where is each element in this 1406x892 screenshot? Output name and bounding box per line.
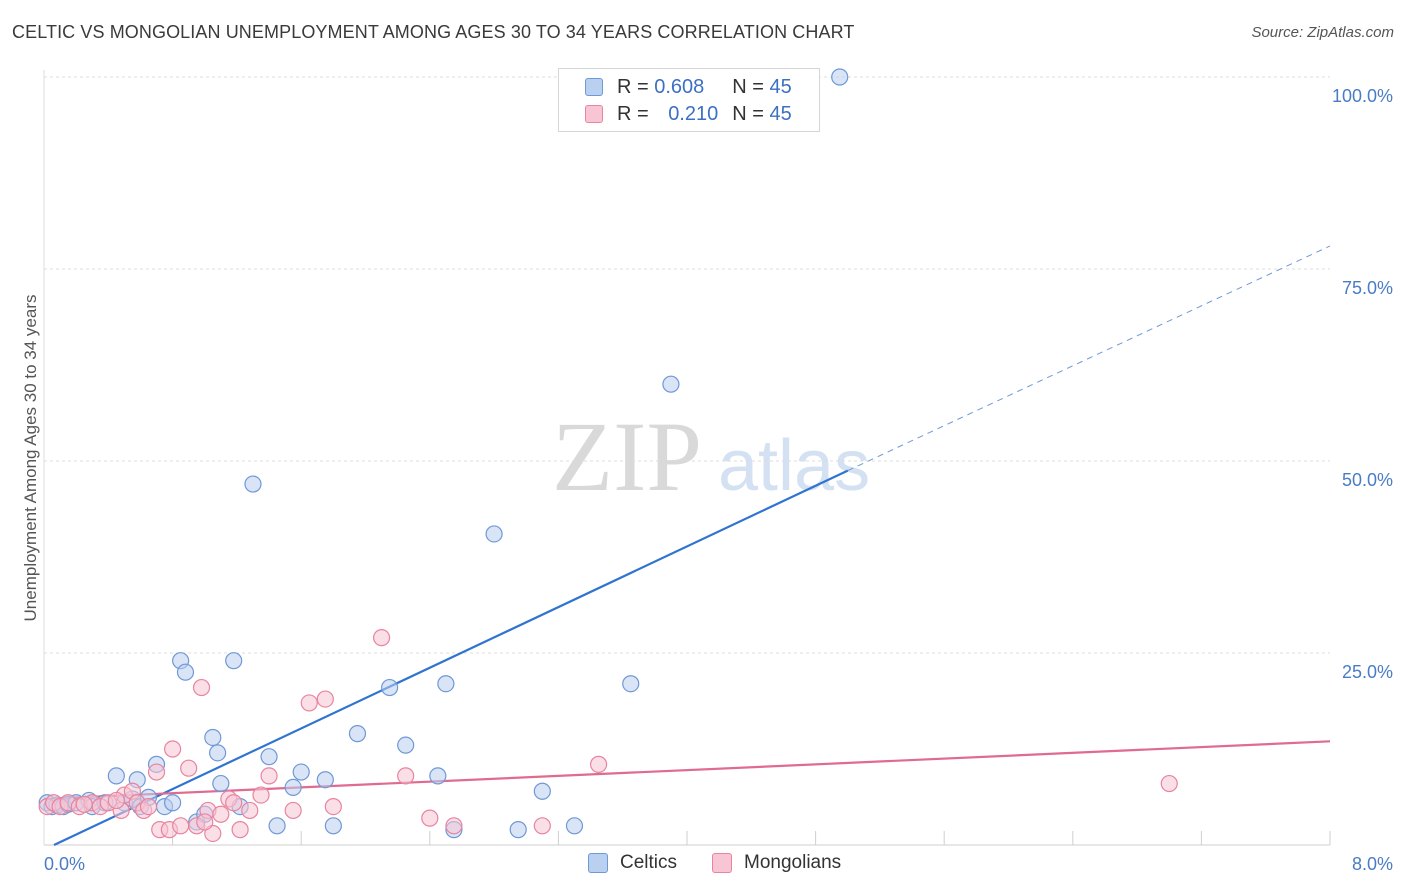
mongolians-point (241, 801, 259, 820)
mongolians-point (107, 791, 125, 810)
celtics-point (429, 767, 447, 785)
x-tick-label-min: 0.0% (44, 854, 85, 874)
mongolians-point (252, 786, 270, 804)
celtics-point (225, 652, 243, 670)
celtics-point (437, 675, 455, 693)
bottom-legend-swatch-mongolians (712, 853, 732, 873)
mongolians-point (147, 763, 166, 781)
mongolians-point (180, 759, 198, 777)
celtics-point (260, 748, 278, 766)
legend: R = 0.608 N = 45 R = 0.210 N = 45 (558, 68, 820, 132)
mongolians-point (300, 694, 318, 712)
legend-row-celtics: R = 0.608 N = 45 (585, 75, 792, 99)
legend-n-label: N = (732, 75, 764, 98)
mongolians-point (212, 805, 230, 823)
celtics-trend-line (53, 469, 849, 846)
celtics-point (324, 817, 342, 835)
y-tick-labels: 25.0% 50.0% 75.0% 100.0% (1332, 86, 1393, 682)
legend-n-label: N = (732, 102, 764, 125)
mongolians-point (75, 795, 93, 813)
legend-r-label: R = (617, 102, 649, 125)
chart-title: CELTIC VS MONGOLIAN UNEMPLOYMENT AMONG A… (12, 22, 855, 42)
mongolians-point (316, 690, 334, 708)
celtics-point (348, 725, 367, 743)
mongolians-point (372, 629, 391, 647)
celtics-point (176, 663, 195, 681)
celtics-point (509, 821, 527, 839)
mongolians-point (421, 809, 439, 827)
bottom-legend-mongolians: Mongolians (712, 852, 841, 874)
mongolians-point (397, 767, 415, 785)
legend-n-value: 45 (769, 75, 792, 98)
y-tick-label: 100.0% (1332, 86, 1393, 106)
celtics-point (164, 794, 182, 812)
mongolians-point (284, 801, 302, 820)
mongolians-point (1160, 774, 1178, 793)
series-mongolians (38, 629, 1178, 843)
celtics-point (485, 525, 503, 543)
mongolians-point (225, 794, 243, 812)
mongolians-point (192, 678, 211, 697)
legend-swatch-celtics (585, 78, 603, 96)
celtics-trend-line-extrapolated (847, 245, 1331, 472)
celtics-point (209, 744, 227, 762)
mongolians-point (589, 755, 608, 773)
mongolians-point (196, 813, 214, 831)
watermark-atlas: atlas (718, 426, 870, 506)
celtics-point (244, 475, 262, 493)
celtics-point (107, 767, 125, 785)
legend-n-value: 45 (769, 102, 792, 125)
x-axis-ticks (172, 831, 1331, 845)
legend-r-value: 0.608 (654, 75, 705, 98)
celtics-point (268, 817, 286, 835)
scatter-points (38, 68, 1178, 843)
bottom-legend-label-mongolians: Mongolians (744, 852, 842, 873)
celtics-point (212, 774, 230, 793)
legend-r-value: 0.210 (668, 102, 719, 125)
bottom-legend-swatch-celtics (588, 853, 608, 873)
mongolians-point (164, 740, 182, 758)
y-tick-label: 25.0% (1342, 662, 1393, 682)
legend-row-mongolians: R = 0.210 N = 45 (585, 102, 792, 126)
mongolians-point (533, 817, 551, 835)
legend-r-label: R = (617, 75, 649, 98)
celtics-point (622, 675, 640, 693)
celtics-point (565, 817, 584, 835)
celtics-point (397, 736, 415, 754)
source-label: Source: ZipAtlas.com (1251, 24, 1394, 41)
y-tick-label: 75.0% (1342, 278, 1393, 298)
x-tick-label-max: 8.0% (1352, 854, 1393, 874)
watermark-zip: ZIP (552, 401, 702, 512)
mongolians-trend-line (43, 740, 1331, 801)
celtics-point (831, 68, 849, 86)
mongolians-point (231, 821, 249, 839)
celtics-point (316, 771, 334, 789)
bottom-legend-celtics: Celtics (588, 852, 677, 874)
celtics-point (381, 678, 399, 697)
y-tick-label: 50.0% (1342, 470, 1393, 490)
mongolians-point (139, 797, 158, 816)
bottom-legend-label-celtics: Celtics (620, 852, 678, 873)
legend-swatch-mongolians (585, 105, 603, 123)
celtics-point (533, 782, 551, 800)
celtics-point (292, 763, 310, 781)
celtics-point (284, 778, 302, 797)
trend-lines (43, 245, 1331, 846)
celtics-point (204, 728, 222, 747)
celtics-point (662, 375, 680, 393)
y-axis-label: Unemployment Among Ages 30 to 34 years (21, 295, 40, 622)
mongolians-point (324, 797, 342, 816)
mongolians-point (445, 817, 463, 835)
mongolians-point (172, 817, 190, 835)
mongolians-point (260, 767, 278, 785)
